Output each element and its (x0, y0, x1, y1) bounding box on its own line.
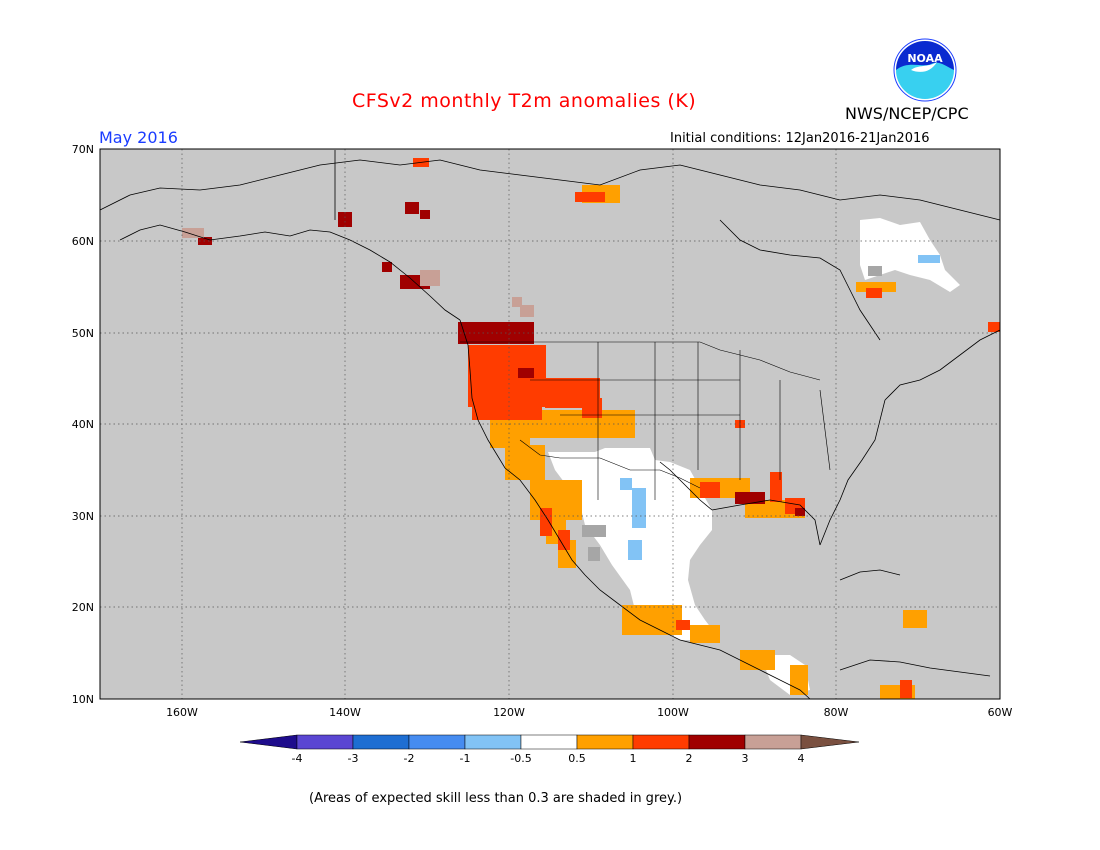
lat-label: 70N (72, 143, 94, 156)
colorbar-label: 0.5 (568, 752, 586, 765)
colorbar-segment (744, 734, 802, 750)
colorbar-arrow-left (239, 734, 298, 750)
lon-label: 160W (166, 706, 198, 719)
colorbar-label: -0.5 (510, 752, 531, 765)
colorbar-segment (520, 734, 578, 750)
colorbar-label: -2 (404, 752, 415, 765)
colorbar-label: 2 (686, 752, 693, 765)
noaa-logo: NOAA (893, 38, 957, 102)
lon-label: 80W (824, 706, 849, 719)
month-label: May 2016 (99, 128, 178, 147)
colorbar-segment (576, 734, 634, 750)
colorbar-label: -1 (460, 752, 471, 765)
lon-label: 100W (657, 706, 689, 719)
lat-lon-grid (100, 149, 1000, 699)
colorbar-arrow-right (800, 734, 860, 750)
lat-label: 40N (72, 418, 94, 431)
lat-label: 50N (72, 327, 94, 340)
anomaly-lightblue (620, 255, 940, 560)
anomaly-red-1-2 (413, 158, 1000, 698)
political-boundaries (460, 341, 831, 500)
lon-label: 120W (493, 706, 525, 719)
anomaly-rose-3-4 (182, 228, 534, 317)
colorbar-label: 1 (630, 752, 637, 765)
anomaly-darkred-2-3 (198, 202, 805, 516)
colorbar-segment (632, 734, 690, 750)
coastlines (99, 150, 1001, 700)
low-skill-grey-patches (582, 266, 882, 561)
lon-label: 140W (329, 706, 361, 719)
agency-label: NWS/NCEP/CPC (845, 104, 969, 123)
colorbar: -4 -3 -2 -1 -0.5 0.5 1 2 3 4 (239, 734, 860, 765)
longitude-labels: 160W 140W 120W 100W 80W 60W (166, 706, 1012, 719)
lat-label: 10N (72, 693, 94, 706)
colorbar-segment (464, 734, 522, 750)
lat-label: 20N (72, 601, 94, 614)
colorbar-label: 3 (742, 752, 749, 765)
map-title: CFSv2 monthly T2m anomalies (K) (352, 90, 697, 112)
colorbar-segment (352, 734, 410, 750)
lat-label: 60N (72, 235, 94, 248)
noaa-logo-text: NOAA (907, 52, 943, 65)
lon-label: 60W (988, 706, 1013, 719)
map-background (99, 148, 1001, 700)
latitude-labels: 70N 60N 50N 40N 30N 20N 10N (72, 143, 94, 706)
colorbar-label: -3 (348, 752, 359, 765)
colorbar-segment (296, 734, 354, 750)
map-frame (99, 148, 1001, 700)
anomaly-orange-0.5-1 (490, 185, 927, 699)
colorbar-label: 4 (798, 752, 805, 765)
skill-footnote: (Areas of expected skill less than 0.3 a… (309, 791, 683, 806)
colorbar-segment (408, 734, 466, 750)
colorbar-label: -4 (292, 752, 303, 765)
lat-label: 30N (72, 510, 94, 523)
initial-conditions-label: Initial conditions: 12Jan2016-21Jan2016 (670, 131, 930, 146)
anomaly-white-region (548, 218, 960, 695)
colorbar-segment (688, 734, 746, 750)
